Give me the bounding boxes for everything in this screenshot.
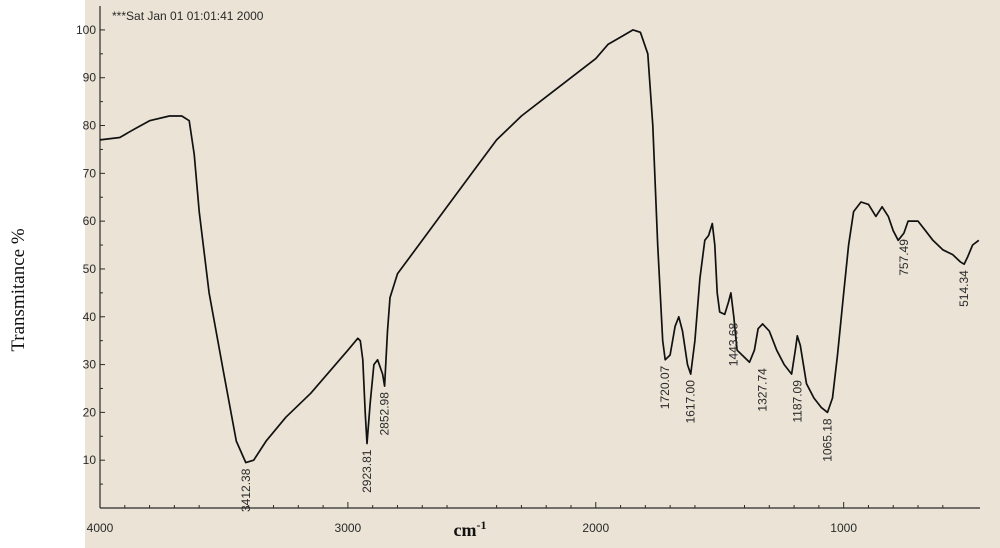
- x-axis-label-base: cm: [454, 520, 477, 540]
- x-tick-label: 4000: [87, 521, 114, 535]
- y-tick-label: 30: [83, 358, 97, 372]
- y-axis: 10 20 30 40 50 60 70 80 90 100: [76, 23, 105, 485]
- peak-label: 1187.09: [790, 380, 804, 423]
- peak-label: 3412.38: [239, 468, 253, 512]
- peak-label: 1720.07: [658, 365, 672, 409]
- y-tick-label: 20: [83, 405, 97, 419]
- y-tick-label: 70: [83, 166, 97, 180]
- peak-label: 757.49: [897, 239, 911, 276]
- peak-label: 1327.74: [755, 368, 769, 412]
- plot-frame: [99, 6, 980, 509]
- y-tick-label: 90: [83, 71, 97, 85]
- y-tick-label: 60: [83, 214, 97, 228]
- plot-paper: [85, 0, 1000, 548]
- x-tick-label: 2000: [582, 521, 609, 535]
- peak-label: 1617.00: [684, 380, 698, 424]
- y-tick-label: 10: [83, 453, 97, 467]
- y-tick-label: 40: [83, 310, 97, 324]
- x-axis-label-exponent: -1: [476, 518, 486, 532]
- timestamp: ***Sat Jan 01 01:01:41 2000: [112, 9, 264, 23]
- x-axis-label: cm-1: [454, 518, 487, 540]
- y-axis-label: Transmitance %: [8, 228, 29, 351]
- y-tick-label: 100: [76, 23, 96, 37]
- peak-label: 1443.68: [727, 322, 741, 366]
- peak-label: 1065.18: [821, 418, 835, 462]
- peak-label: 2852.98: [377, 392, 391, 436]
- spectrum-line: [99, 29, 980, 464]
- peak-label: 2923.81: [360, 449, 374, 493]
- peak-label: 514.34: [957, 270, 971, 307]
- y-tick-label: 50: [83, 262, 97, 276]
- y-tick-label: 80: [83, 119, 97, 133]
- x-tick-label: 3000: [335, 521, 362, 535]
- x-tick-label: 1000: [830, 521, 857, 535]
- x-axis: 4000 3000 2000 1000: [87, 502, 944, 535]
